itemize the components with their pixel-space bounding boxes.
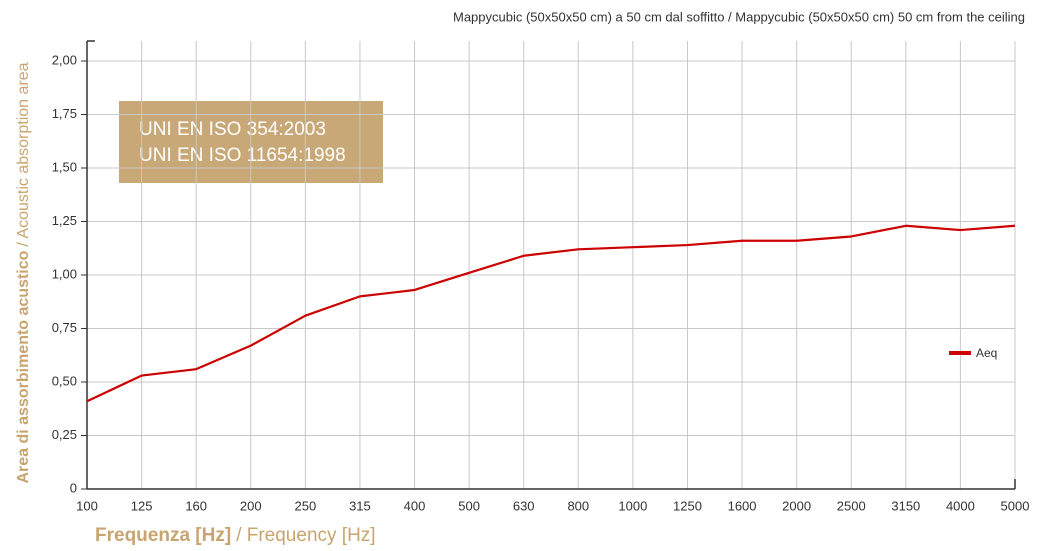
y-tick-label: 1,75: [52, 106, 77, 121]
y-axis-label-main: Area di assorbimento acustico: [15, 250, 32, 483]
y-tick-label: 1,50: [52, 159, 77, 174]
x-tick-label: 315: [349, 498, 371, 513]
x-tick-label: 400: [404, 498, 426, 513]
y-tick-label: 0,25: [52, 427, 77, 442]
chart-title: Mappycubic (50x50x50 cm) a 50 cm dal sof…: [453, 9, 1025, 24]
data-line: [86, 224, 1016, 403]
x-tick-label: 200: [240, 498, 262, 513]
y-tick-label: 0,75: [52, 320, 77, 335]
x-tick-label: 1250: [673, 498, 702, 513]
x-tick-label: 1000: [618, 498, 647, 513]
y-tick-label: 1,25: [52, 213, 77, 228]
annotation: UNI EN ISO 354:2003: [139, 119, 326, 140]
x-tick-label: 1600: [728, 498, 757, 513]
y-tick-label: 0: [70, 480, 77, 495]
y-tick-label: 2,00: [52, 52, 77, 67]
x-tick-label: 2000: [782, 498, 811, 513]
x-tick-label: 2500: [837, 498, 866, 513]
y-tick-label: 0,50: [52, 373, 77, 388]
x-tick-label: 5000: [1001, 498, 1030, 513]
x-tick-label: 500: [458, 498, 480, 513]
x-tick-label: 160: [185, 498, 207, 513]
x-axis-label-main: Frequenza [Hz]: [95, 525, 231, 546]
x-axis-label-en: / Frequency [Hz]: [236, 525, 375, 546]
y-axis-label: Area di assorbimento acustico / Acoustic …: [15, 62, 32, 483]
x-tick-label: 125: [131, 498, 153, 513]
x-tick-label: 250: [295, 498, 317, 513]
x-tick-label: 4000: [946, 498, 975, 513]
x-tick-label: 100: [76, 498, 98, 513]
x-tick-label: 3150: [891, 498, 920, 513]
x-axis-label: Frequenza [Hz] / Frequency [Hz]: [95, 525, 376, 546]
legend-label: Aeq: [976, 346, 997, 360]
y-axis-label-en: / Acoustic absorption area: [15, 62, 32, 246]
x-tick-label: 800: [567, 498, 589, 513]
y-tick-label: 1,00: [52, 266, 77, 281]
x-tick-label: 630: [513, 498, 535, 513]
annotation: UNI EN ISO 11654:1998: [139, 145, 346, 166]
